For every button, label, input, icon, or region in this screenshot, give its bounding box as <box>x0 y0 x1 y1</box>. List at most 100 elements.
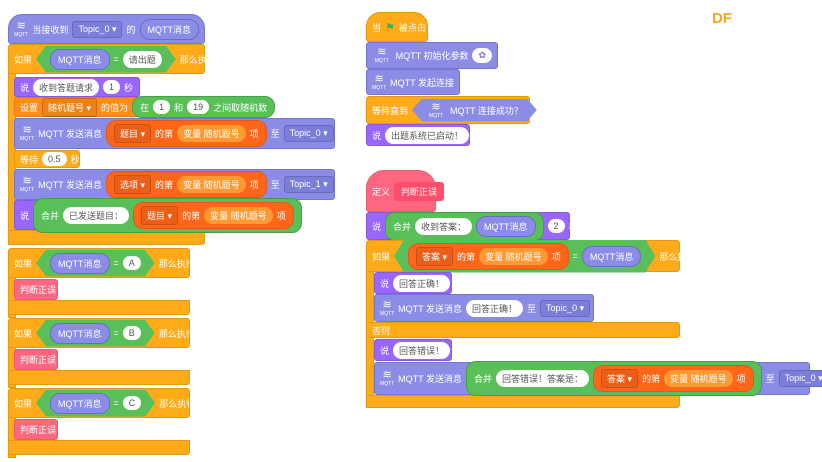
define-block[interactable]: 定义 判断正误 <box>366 170 445 212</box>
list-dropdown[interactable]: 选项 ▾ <box>114 175 152 194</box>
list-item-reporter[interactable]: 答案 ▾ 的第 变量 随机题号项 <box>593 365 754 392</box>
mqtt-send-block[interactable]: ≋ MQTT MQTT 发送消息 选项 ▾ 的第 变量 随机题号项 至 Topic_1… <box>14 169 335 200</box>
topic-dropdown[interactable]: Topic_0 ▾ <box>540 299 591 317</box>
text-input[interactable]: 收到答题请求 <box>33 78 100 96</box>
label: 等待 <box>20 154 39 165</box>
secs-input[interactable]: 0.5 <box>42 152 67 166</box>
topic-dropdown[interactable]: Topic_0 ▾ <box>778 370 822 387</box>
call-judge-block[interactable]: 判断正误 <box>14 419 58 440</box>
mqtt-receive-hat-block[interactable]: ≋ MQTT 当接收到 Topic_0 ▾ 的 MQTT消息 <box>8 14 205 44</box>
mqtt-message-reporter[interactable]: MQTT消息 <box>50 253 110 274</box>
say-block[interactable]: 说 出题系统已启动！ <box>366 124 470 146</box>
text-input[interactable]: 收到答案： <box>415 217 473 235</box>
mqtt-message-reporter[interactable]: MQTT消息 <box>139 18 199 40</box>
text-input[interactable]: 出题系统已启动！ <box>385 126 470 144</box>
procedure-name: 判断正误 <box>394 181 445 201</box>
mqtt-send-block[interactable]: ≋ MQTT MQTT 发送消息 回答正确！ 至 Topic_0 ▾ <box>374 294 594 322</box>
call-judge-block[interactable]: 判断正误 <box>14 349 58 370</box>
join-reporter[interactable]: 合并 收到答案： MQTT消息 <box>385 211 544 241</box>
wait-until-block[interactable]: 等待直到 ≋ MQTT MQTT 连接成功？ <box>366 96 530 124</box>
list-item-reporter[interactable]: 题目 ▾ 的第 变量 随机题号项 <box>133 201 294 229</box>
list-item-reporter[interactable]: 答案 ▾ 的第 变量 随机题号项 <box>408 243 569 270</box>
join-reporter[interactable]: 合并 回答错误！答案是： 答案 ▾ 的第 变量 随机题号项 <box>466 361 762 396</box>
mqtt-message-reporter[interactable]: MQTT消息 <box>50 49 110 70</box>
mqtt-connect-block[interactable]: ≋ MQTT MQTT 发起连接 <box>366 69 460 95</box>
mqtt-init-block[interactable]: ≋ MQTT MQTT 初始化参数 ✿ <box>366 42 498 69</box>
to-input[interactable]: 19 <box>187 100 210 114</box>
say-for-secs-block[interactable]: 说 合并 收到答案： MQTT消息 2 秒 <box>366 211 578 241</box>
if-block[interactable]: 如果 MQTT消息 = B 那么执行 <box>8 318 195 348</box>
label: 项 <box>736 374 746 384</box>
if-block[interactable]: 如果 MQTT消息 = 请出题 那么执行 <box>8 44 216 74</box>
topic-dropdown[interactable]: Topic_0 ▾ <box>283 125 334 142</box>
label: 判断正误 <box>20 285 57 295</box>
text-input[interactable]: 已发送题目： <box>63 206 130 224</box>
say-for-secs-block[interactable]: 说 收到答题请求 1 秒 <box>14 77 140 97</box>
say-block[interactable]: 说 回答正确！ <box>374 272 452 294</box>
mqtt-connected-condition[interactable]: ≋ MQTT MQTT 连接成功？ <box>412 99 537 122</box>
variable-dropdown[interactable]: 随机题号 ▾ <box>42 97 98 117</box>
variable-reporter[interactable]: 变量 随机题号 <box>177 125 246 142</box>
if-block[interactable]: 如果 MQTT消息 = A 那么执行 <box>8 248 195 278</box>
topic-dropdown[interactable]: Topic_1 ▾ <box>283 176 334 193</box>
mqtt-message-reporter[interactable]: MQTT消息 <box>476 215 536 237</box>
mqtt-send-block[interactable]: ≋ MQTT MQTT 发送消息 合并 回答错误！答案是： 答案 ▾ 的第 变量 随机题号… <box>374 361 822 396</box>
op: = <box>113 54 119 64</box>
text-input[interactable]: 回答错误！答案是： <box>496 370 590 387</box>
label: 的第 <box>155 129 174 139</box>
label: 在 <box>140 102 150 113</box>
label: 的 <box>126 24 136 35</box>
value-input[interactable]: C <box>123 396 142 410</box>
if-else-block[interactable]: 如果 答案 ▾ 的第 变量 随机题号项 = MQTT消息 那么执行 <box>366 240 695 273</box>
list-dropdown[interactable]: 答案 ▾ <box>601 369 639 388</box>
settings-gear-icon[interactable]: ✿ <box>472 48 492 63</box>
equals-condition[interactable]: MQTT消息 = 请出题 <box>36 46 176 73</box>
from-input[interactable]: 1 <box>153 100 171 114</box>
mqtt-send-block[interactable]: ≋ MQTT MQTT 发送消息 题目 ▾ 的第 变量 随机题号项 至 Topic_0… <box>14 118 335 149</box>
set-variable-block[interactable]: 设置 随机题号 ▾ 的值为 在 1 和 19 之间取随机数 <box>14 96 276 118</box>
value-input[interactable]: B <box>123 326 141 340</box>
join-reporter[interactable]: 合并 已发送题目： 题目 ▾ 的第 变量 随机题号项 <box>33 197 302 233</box>
call-judge-block[interactable]: 判断正误 <box>14 279 58 300</box>
value-input[interactable]: 请出题 <box>123 51 162 68</box>
list-item-reporter[interactable]: 题目 ▾ 的第 变量 随机题号项 <box>106 120 267 147</box>
variable-reporter[interactable]: 变量 随机题号 <box>664 370 733 387</box>
if-block[interactable]: 如果 MQTT消息 = C 那么执行 <box>8 388 195 418</box>
list-item-reporter[interactable]: 选项 ▾ 的第 变量 随机题号项 <box>106 171 267 198</box>
list-dropdown[interactable]: 题目 ▾ <box>141 205 179 225</box>
label: 说 <box>372 130 382 141</box>
mqtt-message-reporter[interactable]: MQTT消息 <box>50 393 110 414</box>
else-label: 否则 <box>372 325 391 336</box>
label: MQTT 发送消息 <box>38 129 103 139</box>
list-dropdown[interactable]: 答案 ▾ <box>416 247 453 266</box>
secs-input[interactable]: 1 <box>103 80 121 94</box>
wait-block[interactable]: 等待 0.5 秒 <box>14 150 80 168</box>
text-input[interactable]: 回答正确！ <box>393 274 451 292</box>
equals-condition[interactable]: MQTT消息 = C <box>36 390 155 417</box>
equals-condition[interactable]: 答案 ▾ 的第 变量 随机题号项 = MQTT消息 <box>394 240 655 273</box>
random-reporter[interactable]: 在 1 和 19 之间取随机数 <box>132 96 276 118</box>
value-input[interactable]: A <box>123 256 141 270</box>
mqtt-icon: ≋ MQTT <box>428 100 444 119</box>
label: 如果 <box>14 398 33 409</box>
label: 合并 <box>41 210 60 221</box>
label: 说 <box>20 210 30 221</box>
when-flag-clicked-hat[interactable]: 当 ⚑ 被点击 <box>366 12 428 42</box>
label: MQTT 发送消息 <box>398 303 463 314</box>
label: 说 <box>20 82 30 93</box>
say-block[interactable]: 说 合并 已发送题目： 题目 ▾ 的第 变量 随机题号项 <box>14 197 302 233</box>
secs-input[interactable]: 2 <box>547 219 565 233</box>
list-dropdown[interactable]: 题目 ▾ <box>114 124 152 143</box>
say-block[interactable]: 说 回答错误！ <box>374 339 452 361</box>
topic-dropdown[interactable]: Topic_0 ▾ <box>72 20 123 38</box>
text-input[interactable]: 回答正确！ <box>466 299 524 317</box>
mqtt-message-reporter[interactable]: MQTT消息 <box>50 323 110 344</box>
variable-reporter[interactable]: 变量 随机题号 <box>177 176 246 193</box>
mqtt-message-reporter[interactable]: MQTT消息 <box>582 246 642 267</box>
variable-reporter[interactable]: 变量 随机题号 <box>204 206 273 224</box>
equals-condition[interactable]: MQTT消息 = A <box>36 250 155 277</box>
variable-reporter[interactable]: 变量 随机题号 <box>479 248 548 265</box>
equals-condition[interactable]: MQTT消息 = B <box>36 320 155 347</box>
label: 当 <box>372 22 382 33</box>
text-input[interactable]: 回答错误！ <box>393 341 451 359</box>
